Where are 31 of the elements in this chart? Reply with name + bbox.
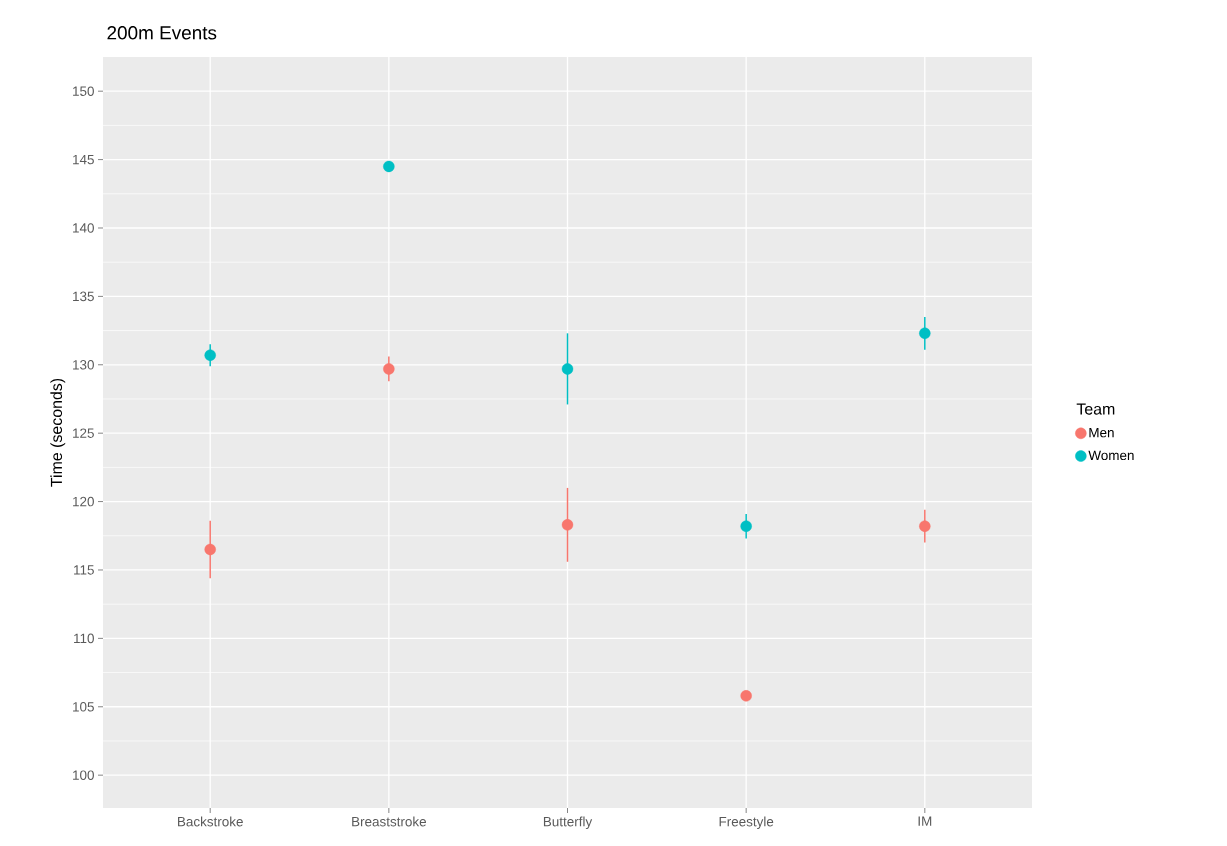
y-tick-label: 135 [73, 291, 94, 302]
point [919, 520, 931, 532]
point [740, 520, 752, 532]
point [740, 690, 752, 702]
x-tick-label: Backstroke [178, 816, 243, 827]
chart-title: 200m Events [107, 26, 217, 40]
y-tick-label: 115 [74, 565, 94, 575]
point [383, 363, 395, 375]
legend-label: Women [1088, 450, 1134, 461]
point [204, 543, 216, 556]
x-tick-label: Breaststroke [352, 816, 427, 827]
legend-label: Men [1089, 427, 1114, 438]
y-tick-label: 140 [73, 223, 94, 233]
y-tick-label: 145 [73, 154, 94, 165]
y-tick-label: 130 [73, 360, 94, 370]
y-tick-label: 100 [73, 770, 94, 780]
y-tick-label: 110 [74, 633, 94, 644]
y-tick-label: 125 [73, 428, 94, 438]
point [383, 160, 395, 173]
point [561, 363, 574, 375]
x-tick-label: IM [918, 816, 932, 826]
y-tick-label: 105 [73, 702, 94, 712]
x-tick-label: Freestyle [719, 816, 774, 830]
point [561, 519, 574, 531]
point [919, 327, 931, 340]
y-tick-label: 150 [73, 86, 94, 96]
legend-title: Team [1076, 403, 1115, 415]
y-axis-title: Time (seconds) [50, 378, 66, 487]
y-tick-label: 120 [73, 496, 94, 507]
x-tick-label: Butterfly [543, 816, 593, 830]
point [204, 349, 216, 361]
